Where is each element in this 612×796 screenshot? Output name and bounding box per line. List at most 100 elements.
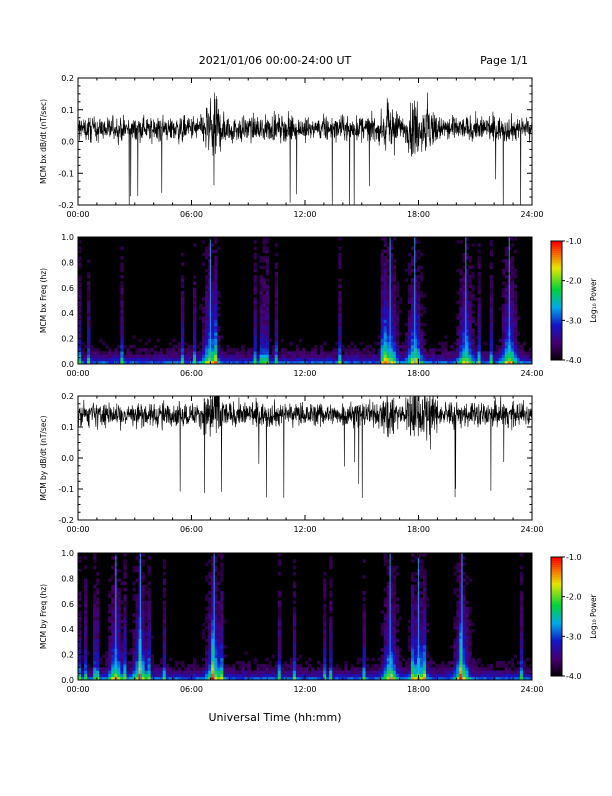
spectrogram-cell (386, 259, 391, 263)
spectrogram-cell (423, 354, 427, 358)
spectrogram-cell (217, 626, 221, 630)
spectrogram-cell (265, 240, 269, 244)
spectrogram-cell (217, 629, 221, 633)
spectrogram-cell (377, 357, 381, 362)
spectrogram-cell (383, 249, 388, 254)
spectrogram-cells (78, 553, 533, 681)
spectrogram-cell (238, 360, 242, 365)
spectrogram-cell (423, 664, 427, 668)
spectrogram-cell (525, 676, 530, 681)
spectrogram-cell (96, 603, 100, 608)
spectrogram-cell (377, 673, 381, 678)
spectrogram-cell (84, 664, 88, 668)
spectrogram-cell (111, 657, 115, 662)
spectrogram-cell (87, 357, 91, 362)
spectrogram-cell (329, 622, 333, 627)
spectrogram-cell (111, 603, 115, 608)
spectrogram-cell (211, 243, 215, 247)
spectrogram-cell (519, 581, 524, 586)
spectrogram-cell (456, 594, 460, 598)
spectrogram-cell (214, 281, 218, 285)
spectrogram-cell (386, 360, 391, 365)
spectrogram-cell (193, 667, 197, 671)
spectrogram-cell (259, 354, 263, 358)
spectrogram-cell (435, 357, 439, 362)
spectrogram-cell (456, 290, 460, 295)
spectrogram-cell (205, 281, 209, 285)
spectrogram-cell (205, 676, 209, 681)
spectrogram-cell (283, 351, 288, 355)
colorbar-label: Log₁₀ Power (589, 593, 598, 638)
spectrogram-cell (156, 664, 161, 668)
spectrogram-cell (189, 667, 194, 671)
spectrogram-cell (289, 667, 294, 671)
spectrogram-cell (295, 673, 300, 678)
spectrogram-cell (386, 673, 391, 678)
x-tick-label: 06:00 (180, 369, 203, 378)
spectrogram-cell (132, 667, 136, 671)
spectrogram-cell (410, 338, 415, 343)
spectrogram-cell (262, 259, 266, 263)
spectrogram-cell (432, 676, 436, 681)
spectrogram-cell (413, 360, 418, 365)
spectrogram-cell (262, 329, 266, 333)
spectrogram-cell (383, 316, 388, 320)
spectrogram-cell (477, 275, 481, 279)
spectrogram-cell (259, 310, 263, 314)
spectrogram-cell (208, 660, 212, 665)
spectrogram-cell (298, 673, 303, 678)
colorbar-segment (551, 322, 562, 325)
spectrogram-cell (456, 657, 460, 662)
spectrogram-cell (341, 670, 345, 674)
spectrogram-cell (208, 265, 212, 270)
spectrogram-cell (371, 657, 375, 662)
spectrogram-cell (368, 344, 372, 349)
spectrogram-cell (456, 645, 460, 649)
spectrogram-cell (413, 278, 418, 282)
spectrogram-cell (132, 587, 136, 592)
spectrogram-cell (96, 354, 100, 358)
spectrogram-cell (183, 676, 188, 681)
spectrogram-cell (84, 638, 88, 643)
spectrogram-cell (507, 667, 512, 671)
spectrogram-cell (144, 632, 148, 636)
spectrogram-cell (111, 654, 115, 659)
spectrogram-cell (238, 670, 242, 674)
spectrogram-cell (413, 638, 418, 643)
spectrogram-cell (423, 673, 427, 678)
spectrogram-cell (389, 287, 394, 292)
spectrogram-cell (93, 354, 97, 358)
spectrogram-cell (147, 657, 151, 662)
spectrogram-cell (374, 673, 378, 678)
spectrogram-cell (407, 660, 412, 665)
spectrogram-cell (153, 676, 157, 681)
spectrogram-cell (202, 664, 206, 668)
spectrogram-cell (180, 262, 185, 266)
spectrogram-cell (202, 357, 206, 362)
spectrogram-cell (413, 660, 418, 665)
spectrogram-cell (383, 300, 388, 304)
spectrogram-cell (211, 657, 215, 662)
spectrogram-cell (480, 357, 484, 362)
spectrogram-cell (205, 348, 209, 352)
spectrogram-cell (392, 313, 397, 317)
spectrogram-cell (120, 281, 124, 285)
spectrogram-cell (311, 667, 315, 671)
spectrogram-cell (522, 673, 527, 678)
spectrogram-cell (380, 348, 384, 352)
spectrogram-cell (180, 360, 185, 365)
spectrogram-cell (459, 606, 463, 611)
spectrogram-cell (398, 676, 403, 681)
spectrogram-cell (314, 348, 318, 352)
spectrogram-cells (78, 237, 533, 365)
spectrogram-cell (462, 654, 466, 659)
spectrogram-cell (338, 306, 342, 311)
spectrogram-cell (465, 325, 469, 330)
spectrogram-cell (335, 341, 339, 346)
spectrogram-cell (283, 664, 288, 668)
spectrogram-cell (93, 673, 97, 678)
spectrogram-cell (462, 344, 466, 349)
colorbar-segment (551, 610, 562, 613)
spectrogram-cell (217, 657, 221, 662)
spectrogram-cell (141, 348, 145, 352)
